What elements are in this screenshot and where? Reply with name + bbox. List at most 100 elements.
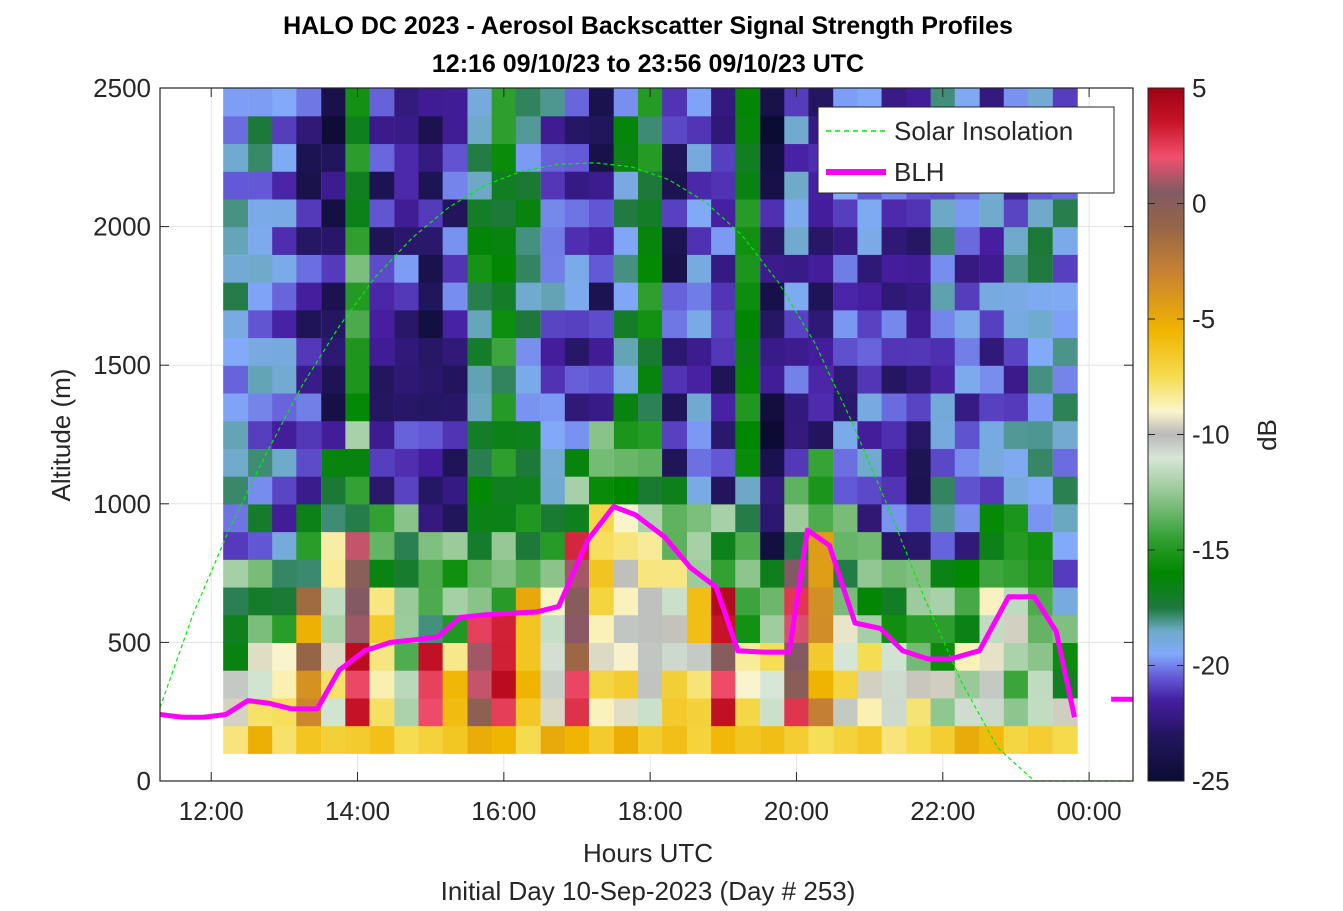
heatmap-cell: [735, 254, 761, 283]
heatmap-cell: [662, 420, 688, 449]
heatmap-cell: [418, 642, 444, 671]
plot-frame: [159, 87, 1134, 782]
heatmap-cell: [442, 143, 468, 172]
heatmap-cell: [369, 420, 395, 449]
heatmap-cell: [296, 420, 322, 449]
heatmap-cell: [906, 392, 932, 422]
heatmap-cell: [613, 392, 639, 422]
heatmap-cell: [272, 448, 298, 477]
heatmap-cell: [394, 697, 420, 727]
heatmap-cell: [394, 198, 420, 228]
heatmap-cell: [735, 282, 761, 311]
heatmap-cell: [272, 725, 298, 754]
heatmap-cell: [686, 226, 712, 255]
heatmap-cell: [930, 476, 956, 505]
heatmap-cell: [613, 88, 639, 117]
heatmap-cell: [272, 392, 298, 422]
heatmap-cell: [345, 503, 371, 533]
heatmap-cell: [321, 503, 347, 533]
heatmap-cell: [686, 254, 712, 283]
heatmap-cell: [808, 282, 834, 311]
heatmap-cell: [588, 365, 614, 394]
heatmap-cell: [564, 586, 590, 616]
heatmap-cell: [442, 254, 468, 283]
heatmap-cell: [1052, 309, 1078, 339]
heatmap-cell: [954, 614, 980, 643]
heatmap-cell: [979, 725, 1005, 754]
heatmap-cell: [662, 309, 688, 339]
x-axis-label: Hours UTC: [583, 838, 713, 868]
heatmap-cell: [735, 697, 761, 727]
heatmap-cell: [442, 642, 468, 671]
heatmap-cell: [515, 670, 541, 699]
heatmap-cell: [760, 503, 786, 533]
heatmap-cell: [223, 254, 249, 283]
heatmap-cell: [930, 392, 956, 422]
heatmap-cell: [979, 697, 1005, 727]
heatmap-cell: [735, 725, 761, 754]
heatmap-cell: [906, 697, 932, 727]
heatmap-cell: [711, 531, 737, 560]
heatmap-cell: [637, 725, 663, 754]
heatmap-cell: [930, 226, 956, 255]
heatmap-cell: [272, 309, 298, 339]
heatmap-cell: [662, 559, 688, 588]
heatmap-cell: [491, 642, 517, 671]
heatmap-cell: [272, 171, 298, 200]
heatmap-cell: [394, 254, 420, 283]
heatmap-cell: [588, 198, 614, 228]
heatmap-cell: [394, 586, 420, 616]
heatmap-cell: [467, 365, 493, 394]
heatmap-cell: [540, 642, 566, 671]
heatmap-cell: [515, 365, 541, 394]
heatmap-cell: [735, 531, 761, 560]
heatmap-cell: [784, 670, 810, 699]
heatmap-cell: [588, 670, 614, 699]
heatmap-cell: [467, 697, 493, 727]
heatmap-cell: [662, 697, 688, 727]
heatmap-cell: [345, 337, 371, 366]
heatmap-cell: [1052, 476, 1078, 505]
heatmap-cell: [540, 337, 566, 366]
heatmap-cell: [686, 115, 712, 145]
heatmap-cell: [808, 642, 834, 671]
heatmap-cell: [467, 476, 493, 505]
x-tick-label: 22:00: [910, 796, 975, 826]
heatmap-cell: [1052, 531, 1078, 560]
heatmap-cell: [833, 670, 859, 699]
heatmap-cell: [906, 254, 932, 283]
heatmap-cell: [760, 143, 786, 172]
heatmap-cell: [345, 143, 371, 172]
heatmap-cell: [979, 282, 1005, 311]
heatmap-cell: [857, 503, 883, 533]
heatmap-cell: [881, 420, 907, 449]
x-tick-label: 20:00: [764, 796, 829, 826]
x-tick-label: 00:00: [1057, 796, 1122, 826]
heatmap-cell: [979, 476, 1005, 505]
colorbar-label: dB: [1252, 419, 1282, 451]
heatmap-cell: [515, 725, 541, 754]
heatmap-cell: [442, 697, 468, 727]
heatmap-cell: [784, 614, 810, 643]
heatmap-cell: [491, 198, 517, 228]
heatmap-cell: [223, 531, 249, 560]
heatmap-cells: [223, 88, 1078, 754]
heatmap-cell: [223, 503, 249, 533]
heatmap-cell: [735, 365, 761, 394]
heatmap-cell: [711, 392, 737, 422]
heatmap-cell: [735, 198, 761, 228]
heatmap-cell: [491, 697, 517, 727]
heatmap-cell: [833, 254, 859, 283]
heatmap-cell: [248, 365, 274, 394]
heatmap-cell: [1003, 725, 1029, 754]
heatmap-cell: [1052, 226, 1078, 255]
heatmap-cell: [857, 448, 883, 477]
heatmap-cell: [588, 88, 614, 117]
heatmap-cell: [369, 476, 395, 505]
heatmap-cell: [735, 337, 761, 366]
heatmap-cell: [296, 670, 322, 699]
legend-label-solar: Solar Insolation: [894, 116, 1073, 146]
heatmap-cell: [857, 309, 883, 339]
heatmap-cell: [345, 476, 371, 505]
